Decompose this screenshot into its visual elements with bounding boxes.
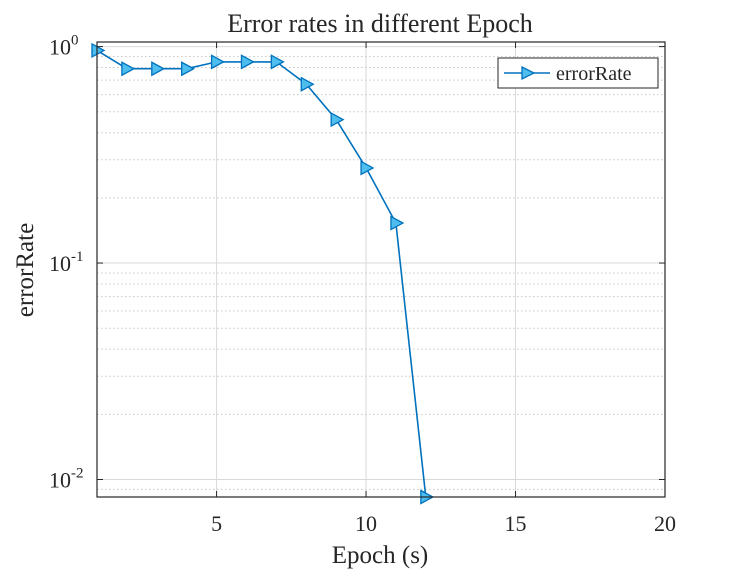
series-layer: [91, 42, 435, 505]
y-tick-exponent: -1: [71, 249, 84, 265]
x-tick-label: 10: [355, 511, 377, 536]
x-tick-label: 5: [211, 511, 222, 536]
y-axis-label: errorRate: [12, 223, 39, 317]
x-axis-label: Epoch (s): [332, 542, 429, 569]
legend: errorRate: [497, 57, 659, 89]
chart-title: Error rates in different Epoch: [227, 9, 533, 38]
y-tick-exponent: -2: [71, 465, 84, 481]
data-point-marker: [91, 42, 106, 59]
data-point-marker: [151, 61, 166, 77]
legend-marker: [521, 65, 536, 81]
data-point-marker: [210, 54, 225, 70]
x-tick-label: 20: [654, 511, 676, 536]
legend-label: errorRate: [556, 63, 632, 85]
data-point-marker: [390, 215, 405, 231]
plot-area-frame: [96, 41, 666, 498]
axes: [96, 41, 666, 498]
data-point-marker: [300, 76, 315, 92]
grid-lines: [97, 42, 666, 497]
data-point-marker: [360, 160, 375, 176]
data-point-marker: [240, 54, 255, 70]
data-point-marker: [121, 61, 136, 77]
data-point-marker: [330, 111, 345, 128]
data-point-marker: [270, 54, 285, 70]
legend-box: [497, 57, 659, 89]
y-tick-exponent: 0: [71, 33, 79, 49]
data-point-marker: [181, 61, 196, 77]
x-tick-label: 15: [505, 511, 527, 536]
